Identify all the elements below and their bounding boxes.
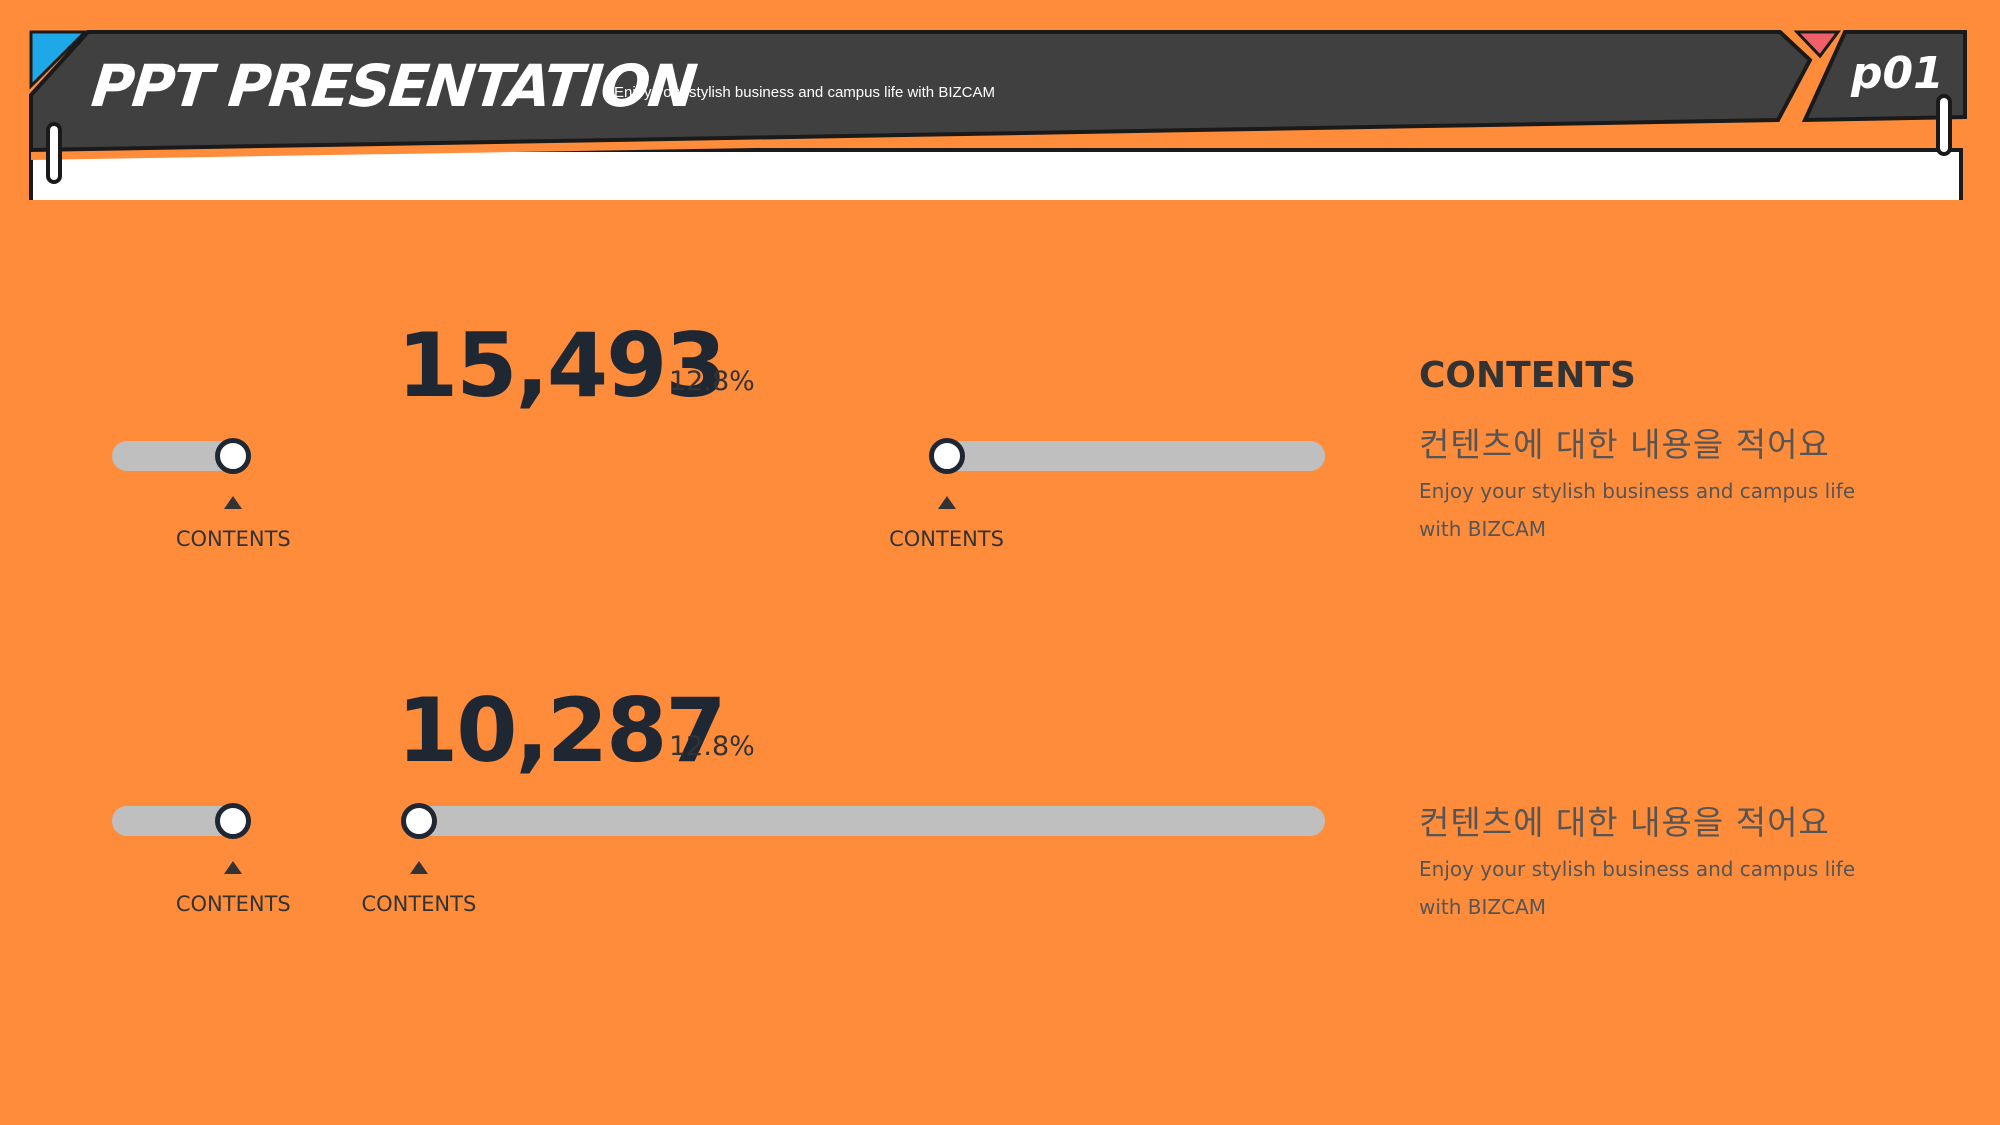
progress-end-knob[interactable] (928, 438, 965, 474)
stat-percent: 12.8% (669, 731, 755, 762)
triangle-marker-icon (224, 496, 243, 509)
triangle-marker-icon (224, 861, 243, 874)
side-heading: CONTENTS (1419, 355, 1636, 396)
page-title: PPT PRESENTATION (88, 52, 699, 120)
side-korean-text: 컨텐츠에 대한 내용을 적어요 (1419, 425, 1830, 464)
left-pin (46, 122, 62, 184)
triangle-marker-icon (409, 861, 428, 874)
side-description: Enjoy your stylish business and campus l… (1419, 857, 1856, 919)
marker-label: CONTENTS (361, 892, 477, 916)
marker-label: CONTENTS (889, 527, 1004, 551)
card-outline (29, 148, 1963, 200)
side-description: Enjoy your stylish business and campus l… (1419, 479, 1856, 541)
marker-label: CONTENTS (175, 527, 291, 551)
progress-track (112, 806, 1325, 836)
header-banner (29, 30, 1967, 200)
title-banner (29, 30, 1813, 153)
side-heading: CONTENTS (1419, 733, 1636, 774)
progress-start-knob[interactable] (215, 803, 252, 839)
page-number-tab (1801, 30, 1967, 123)
banner-underline (31, 118, 1961, 160)
page-subtitle: Enjoy your stylish business and campus l… (614, 84, 995, 101)
triangle-marker-icon (937, 496, 956, 509)
progress-fill (233, 806, 419, 836)
progress-fill (233, 441, 947, 471)
progress-track (112, 441, 1325, 471)
page-number: p01 (1851, 48, 1944, 99)
red-corner-accent (1793, 30, 1841, 59)
stat-number: 15,493 (397, 314, 727, 417)
stat-percent: 12.8% (669, 366, 755, 397)
marker-label: CONTENTS (175, 892, 291, 916)
progress-start-knob[interactable] (215, 438, 252, 474)
progress-end-knob[interactable] (400, 803, 437, 839)
right-pin (1936, 94, 1952, 156)
side-korean-text: 컨텐츠에 대한 내용을 적어요 (1419, 803, 1830, 842)
blue-corner-accent (29, 30, 89, 90)
stat-number: 10,287 (397, 679, 727, 782)
